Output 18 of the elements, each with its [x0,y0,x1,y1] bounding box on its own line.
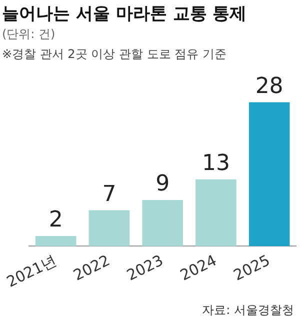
data-label: 7 [102,182,116,207]
x-tick-label: 2024 [177,251,220,284]
bar [196,179,236,246]
bar [248,102,290,246]
text: ※경찰 관서 2곳 이상 관할 도로 점유 기준 [2,46,226,63]
x-tick-label: 2025 [230,251,273,284]
chart-subtitle: (단위: 건) [2,26,56,43]
x-tick-label: 2022 [70,251,113,284]
data-label: 28 [255,74,284,99]
bar [142,200,183,246]
chart-title: 늘어나는 서울 마라톤 교통 통제 [2,3,247,25]
x-tick-label: 2023 [124,251,166,284]
bar [88,210,130,246]
bar [35,236,76,246]
data-label: 9 [156,172,170,197]
data-label: 13 [202,151,230,176]
data-label: 2 [48,208,63,233]
text: 자료: 서울경찰청 [202,302,294,319]
